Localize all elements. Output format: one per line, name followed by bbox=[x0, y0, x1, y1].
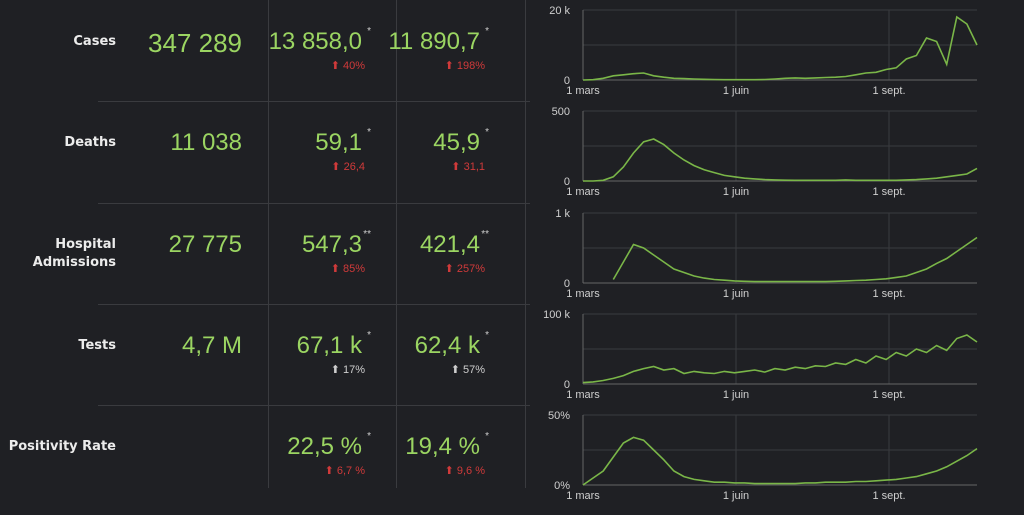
change-period-2: ⬆ 31,1 bbox=[451, 161, 485, 173]
row-divider bbox=[98, 203, 530, 204]
y-tick-label: 500 bbox=[552, 106, 570, 118]
row-divider bbox=[98, 304, 530, 305]
x-tick-label: 1 sept. bbox=[872, 85, 905, 97]
sparkline-chart-hospital-admissions: 0 1 k 1 mars 1 juin 1 sept. bbox=[555, 208, 978, 300]
row-divider bbox=[98, 101, 530, 102]
arrow-up-icon: ⬆ bbox=[450, 364, 460, 376]
column-divider bbox=[268, 0, 269, 488]
metric-avg-period-2: 11 890,7 * bbox=[388, 26, 489, 55]
x-tick-label: 1 sept. bbox=[872, 288, 905, 300]
metric-label: Hospital Admissions bbox=[32, 237, 116, 270]
metric-label: Deaths bbox=[64, 135, 116, 150]
column-divider bbox=[396, 0, 397, 488]
sparkline-chart-deaths: 0 500 1 mars 1 juin 1 sept. bbox=[552, 106, 978, 198]
metric-avg-period-2: 62,4 k * bbox=[414, 330, 489, 359]
series-line bbox=[582, 334, 978, 384]
metric-row-tests: Tests 4,7 M 67,1 k * ⬆ 17% 62,4 k * ⬆ 57% bbox=[0, 304, 530, 405]
metric-row-cases: Cases 347 289 13 858,0 * ⬆ 40% 11 890,7 * … bbox=[0, 0, 530, 101]
metric-avg-period-1: 67,1 k * bbox=[296, 330, 371, 359]
x-tick-label: 1 juin bbox=[723, 389, 749, 401]
y-tick-label: 0 bbox=[564, 278, 570, 290]
metric-total: 4,7 M bbox=[181, 332, 242, 359]
footnote-mark: * bbox=[485, 431, 489, 442]
arrow-up-icon: ⬆ bbox=[330, 263, 340, 275]
y-tick-label: 0 bbox=[564, 75, 570, 87]
footnote-mark: ** bbox=[363, 229, 371, 240]
footnote-mark: * bbox=[485, 127, 489, 138]
change-period-1: ⬆ 85% bbox=[330, 263, 365, 275]
metric-avg-period-2: 19,4 % * bbox=[405, 431, 489, 460]
arrow-up-icon: ⬆ bbox=[451, 161, 461, 173]
metric-total: 27 775 bbox=[168, 231, 242, 258]
metric-avg-period-1: 13 858,0 * bbox=[268, 26, 371, 55]
x-tick-label: 1 juin bbox=[723, 288, 749, 300]
metric-avg-period-1: 547,3 ** bbox=[301, 229, 371, 258]
x-tick-label: 1 sept. bbox=[872, 389, 905, 401]
sparkline-chart-tests: 0 100 k 1 mars 1 juin 1 sept. bbox=[543, 309, 978, 401]
metric-row-hospital-admissions: Hospital Admissions 27 775 547,3 ** ⬆ 85%… bbox=[0, 203, 530, 304]
footnote-mark: * bbox=[367, 127, 371, 138]
row-divider bbox=[98, 405, 530, 406]
footnote-mark: * bbox=[485, 26, 489, 37]
change-period-2: ⬆ 9,6 % bbox=[444, 465, 485, 477]
y-tick-label: 0 bbox=[564, 379, 570, 391]
x-tick-label: 1 juin bbox=[723, 85, 749, 97]
y-tick-label: 100 k bbox=[543, 309, 570, 321]
series-line bbox=[583, 138, 978, 182]
metric-label: Positivity Rate bbox=[8, 439, 116, 454]
metric-label: Cases bbox=[73, 34, 116, 49]
y-tick-label: 20 k bbox=[549, 5, 570, 17]
x-tick-label: 1 sept. bbox=[872, 490, 905, 502]
metric-avg-period-1: 22,5 % * bbox=[287, 431, 371, 460]
footnote-mark: * bbox=[367, 330, 371, 341]
series-line bbox=[582, 436, 978, 486]
series-line bbox=[582, 15, 978, 81]
metric-total: 347 289 bbox=[148, 28, 242, 58]
change-period-2: ⬆ 57% bbox=[450, 364, 485, 376]
change-period-1: ⬆ 17% bbox=[330, 364, 365, 376]
x-tick-label: 1 juin bbox=[723, 186, 749, 198]
arrow-up-icon: ⬆ bbox=[330, 364, 340, 376]
y-tick-label: 50% bbox=[548, 410, 570, 422]
change-period-1: ⬆ 40% bbox=[330, 60, 365, 72]
x-tick-label: 1 mars bbox=[566, 389, 600, 401]
arrow-up-icon: ⬆ bbox=[324, 465, 334, 477]
arrow-up-icon: ⬆ bbox=[331, 161, 341, 173]
sparkline-chart-cases: 0 20 k 1 mars 1 juin 1 sept. bbox=[549, 5, 978, 97]
x-tick-label: 1 juin bbox=[723, 490, 749, 502]
y-tick-label: 1 k bbox=[555, 208, 570, 220]
footnote-mark: * bbox=[485, 330, 489, 341]
metric-row-positivity-rate: Positivity Rate 22,5 % * ⬆ 6,7 % 19,4 % * … bbox=[0, 405, 530, 506]
sparkline-chart-positivity-rate: 0% 50% 1 mars 1 juin 1 sept. bbox=[548, 410, 978, 502]
change-period-2: ⬆ 198% bbox=[444, 60, 485, 72]
column-divider bbox=[525, 0, 526, 488]
metric-avg-period-2: 421,4 ** bbox=[419, 229, 489, 258]
change-period-1: ⬆ 26,4 bbox=[331, 161, 365, 173]
arrow-up-icon: ⬆ bbox=[444, 465, 454, 477]
arrow-up-icon: ⬆ bbox=[444, 263, 454, 275]
x-tick-label: 1 mars bbox=[566, 85, 600, 97]
x-tick-label: 1 mars bbox=[566, 288, 600, 300]
x-tick-label: 1 mars bbox=[566, 186, 600, 198]
change-period-1: ⬆ 6,7 % bbox=[324, 465, 365, 477]
x-tick-label: 1 sept. bbox=[872, 186, 905, 198]
y-tick-label: 0% bbox=[554, 480, 570, 492]
metric-avg-period-2: 45,9 * bbox=[433, 127, 489, 156]
y-tick-label: 0 bbox=[564, 176, 570, 188]
change-period-2: ⬆ 257% bbox=[444, 263, 485, 275]
arrow-up-icon: ⬆ bbox=[444, 60, 454, 72]
metric-label: Tests bbox=[78, 338, 116, 353]
metric-avg-period-1: 59,1 * bbox=[315, 127, 371, 156]
footnote-mark: * bbox=[367, 26, 371, 37]
footnote-mark: ** bbox=[481, 229, 489, 240]
series-line bbox=[612, 236, 978, 283]
arrow-up-icon: ⬆ bbox=[330, 60, 340, 72]
metric-row-deaths: Deaths 11 038 59,1 * ⬆ 26,4 45,9 * ⬆ 31,1 bbox=[0, 101, 530, 202]
metric-total: 11 038 bbox=[170, 129, 242, 156]
x-tick-label: 1 mars bbox=[566, 490, 600, 502]
footnote-mark: * bbox=[367, 431, 371, 442]
